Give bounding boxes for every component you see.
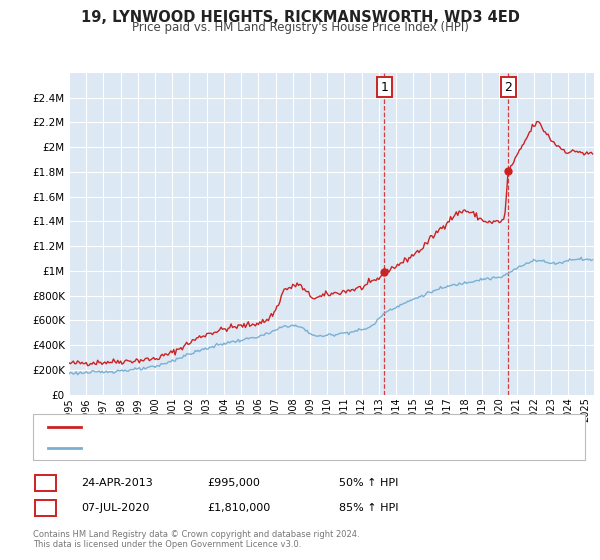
Text: £995,000: £995,000 bbox=[207, 478, 260, 488]
Text: 24-APR-2013: 24-APR-2013 bbox=[81, 478, 153, 488]
Text: 07-JUL-2020: 07-JUL-2020 bbox=[81, 503, 149, 513]
Text: Contains HM Land Registry data © Crown copyright and database right 2024.: Contains HM Land Registry data © Crown c… bbox=[33, 530, 359, 539]
Text: 2: 2 bbox=[505, 81, 512, 94]
Text: £1,810,000: £1,810,000 bbox=[207, 503, 270, 513]
Text: 1: 1 bbox=[380, 81, 388, 94]
Text: 2: 2 bbox=[42, 501, 49, 515]
Text: 1: 1 bbox=[42, 477, 49, 490]
Text: Price paid vs. HM Land Registry's House Price Index (HPI): Price paid vs. HM Land Registry's House … bbox=[131, 21, 469, 34]
Text: 19, LYNWOOD HEIGHTS, RICKMANSWORTH, WD3 4ED: 19, LYNWOOD HEIGHTS, RICKMANSWORTH, WD3 … bbox=[80, 10, 520, 25]
Text: 50% ↑ HPI: 50% ↑ HPI bbox=[339, 478, 398, 488]
Text: 19, LYNWOOD HEIGHTS, RICKMANSWORTH, WD3 4ED (detached house): 19, LYNWOOD HEIGHTS, RICKMANSWORTH, WD3 … bbox=[87, 422, 445, 432]
Text: 85% ↑ HPI: 85% ↑ HPI bbox=[339, 503, 398, 513]
Text: This data is licensed under the Open Government Licence v3.0.: This data is licensed under the Open Gov… bbox=[33, 540, 301, 549]
Text: HPI: Average price, detached house, Three Rivers: HPI: Average price, detached house, Thre… bbox=[87, 443, 334, 453]
